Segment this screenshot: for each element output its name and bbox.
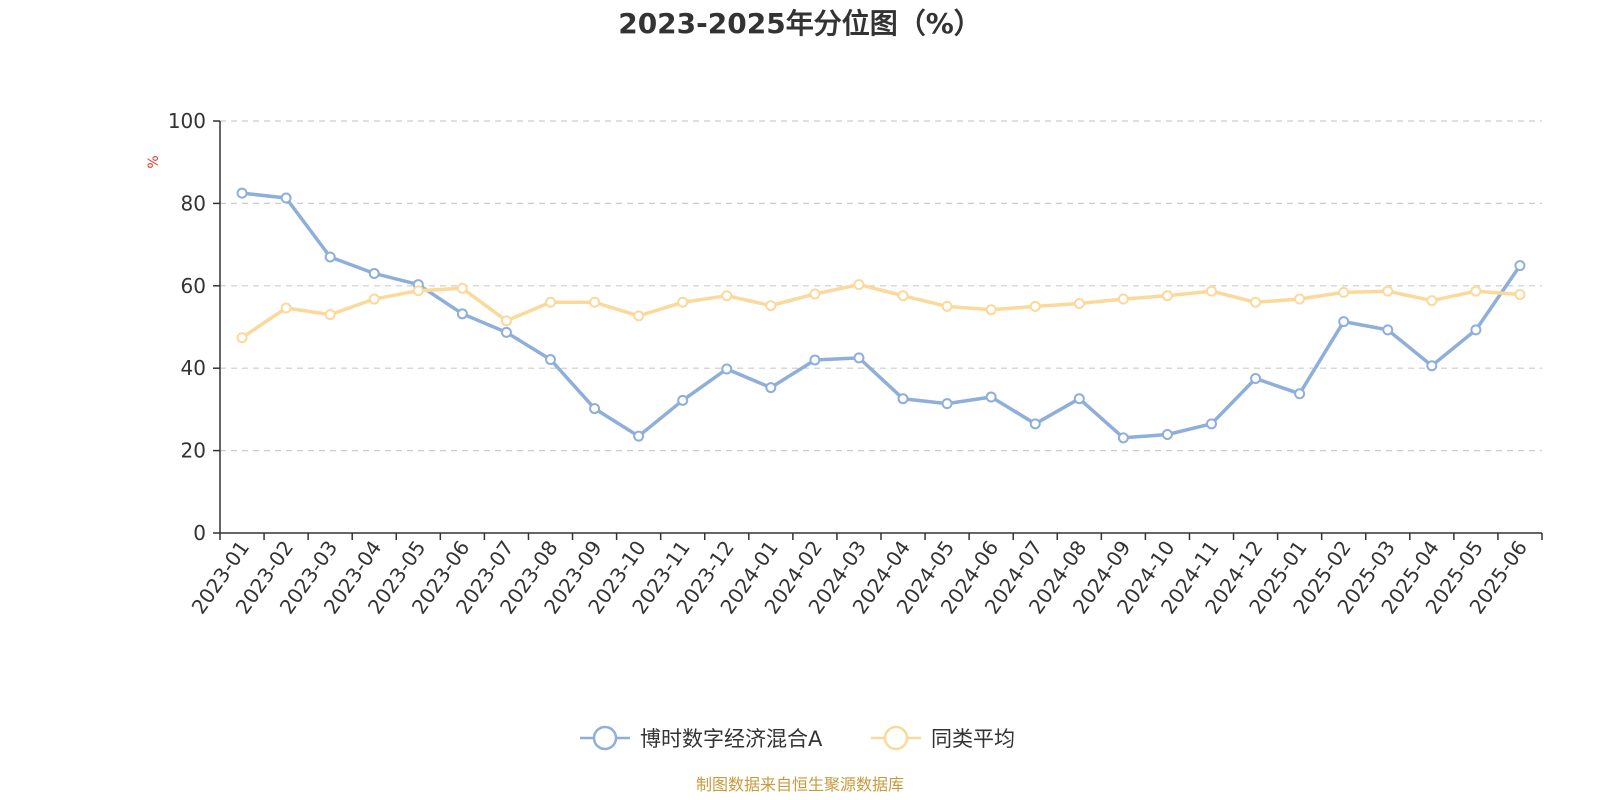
data-point[interactable] (765, 382, 777, 394)
legend-marker-icon (592, 725, 618, 751)
data-point[interactable] (765, 300, 777, 312)
data-point[interactable] (1514, 288, 1526, 300)
data-point[interactable] (236, 332, 248, 344)
grid-lines (220, 120, 1542, 452)
series-lines (236, 187, 1526, 444)
series-line (241, 282, 1521, 340)
data-point[interactable] (1338, 316, 1350, 328)
series-1 (236, 187, 1526, 444)
data-point[interactable] (941, 398, 953, 410)
data-point[interactable] (545, 296, 556, 308)
y-tick-label: 100 (168, 109, 206, 133)
y-tick-label: 20 (181, 439, 206, 463)
data-point[interactable] (897, 290, 909, 302)
data-point[interactable] (1029, 300, 1041, 312)
data-point[interactable] (500, 315, 512, 327)
data-point[interactable] (456, 308, 468, 320)
data-point[interactable] (280, 302, 292, 314)
data-point[interactable] (545, 354, 556, 366)
data-point[interactable] (897, 393, 909, 405)
data-point[interactable] (1206, 285, 1217, 297)
data-point[interactable] (1382, 285, 1394, 297)
y-tick-label: 80 (181, 191, 206, 215)
data-point[interactable] (809, 354, 821, 366)
data-point[interactable] (324, 309, 336, 321)
data-point[interactable] (1426, 360, 1438, 372)
legend-item-1[interactable]: 博时数字经济混合A (580, 725, 823, 751)
series-line (241, 191, 1522, 440)
data-point[interactable] (677, 394, 689, 406)
legend-marker-icon (883, 725, 909, 751)
data-point[interactable] (589, 296, 601, 308)
data-point[interactable] (280, 192, 292, 204)
data-point[interactable] (500, 326, 512, 338)
data-point[interactable] (809, 288, 821, 300)
data-point[interactable] (1294, 293, 1306, 305)
data-point[interactable] (985, 391, 997, 403)
series-2 (236, 279, 1526, 344)
data-point[interactable] (1029, 418, 1041, 430)
data-point[interactable] (1250, 373, 1262, 384)
y-axis-unit-label: % (146, 155, 162, 168)
data-point[interactable] (853, 352, 865, 364)
data-point[interactable] (1338, 286, 1350, 298)
legend-label: 博时数字经济混合A (640, 727, 823, 751)
data-point[interactable] (633, 430, 645, 442)
data-point[interactable] (1161, 290, 1173, 302)
data-point[interactable] (633, 310, 645, 322)
x-tick-labels: 2023-012023-022023-032023-042023-052023-… (187, 536, 1533, 618)
data-point[interactable] (941, 300, 953, 312)
data-point[interactable] (1382, 324, 1394, 336)
data-point[interactable] (1117, 432, 1129, 444)
data-point[interactable] (1117, 293, 1129, 305)
y-tick-label: 60 (181, 274, 206, 298)
data-point[interactable] (985, 304, 997, 316)
data-point[interactable] (853, 279, 865, 291)
legend-label: 同类平均 (931, 727, 1015, 751)
data-point[interactable] (1161, 429, 1173, 441)
data-point[interactable] (1294, 388, 1306, 400)
data-point[interactable] (368, 267, 380, 279)
axes (213, 120, 1543, 540)
y-tick-label: 40 (181, 356, 206, 380)
legend-item-2[interactable]: 同类平均 (871, 725, 1015, 751)
data-point[interactable] (1206, 418, 1217, 430)
data-point[interactable] (1470, 285, 1482, 297)
data-point[interactable] (1073, 393, 1085, 405)
y-tick-label: 0 (193, 521, 206, 545)
chart-title: 2023-2025年分位图（%） (618, 7, 982, 40)
data-point[interactable] (324, 251, 336, 263)
data-point[interactable] (236, 187, 248, 199)
y-tick-labels: 0 20 40 60 80 100 (168, 109, 206, 545)
source-note: 制图数据来自恒生聚源数据库 (696, 775, 904, 794)
data-point[interactable] (412, 285, 424, 297)
data-point[interactable] (456, 282, 468, 294)
data-point[interactable] (721, 290, 733, 302)
data-point[interactable] (368, 293, 380, 305)
data-point[interactable] (1250, 296, 1262, 308)
data-point[interactable] (1514, 260, 1526, 272)
data-point[interactable] (1073, 298, 1085, 310)
data-point[interactable] (589, 403, 601, 415)
data-point[interactable] (677, 296, 689, 308)
data-point[interactable] (1470, 324, 1482, 336)
legend[interactable]: 博时数字经济混合A 同类平均 (580, 725, 1015, 751)
data-point[interactable] (721, 363, 733, 375)
data-point[interactable] (1426, 295, 1438, 307)
